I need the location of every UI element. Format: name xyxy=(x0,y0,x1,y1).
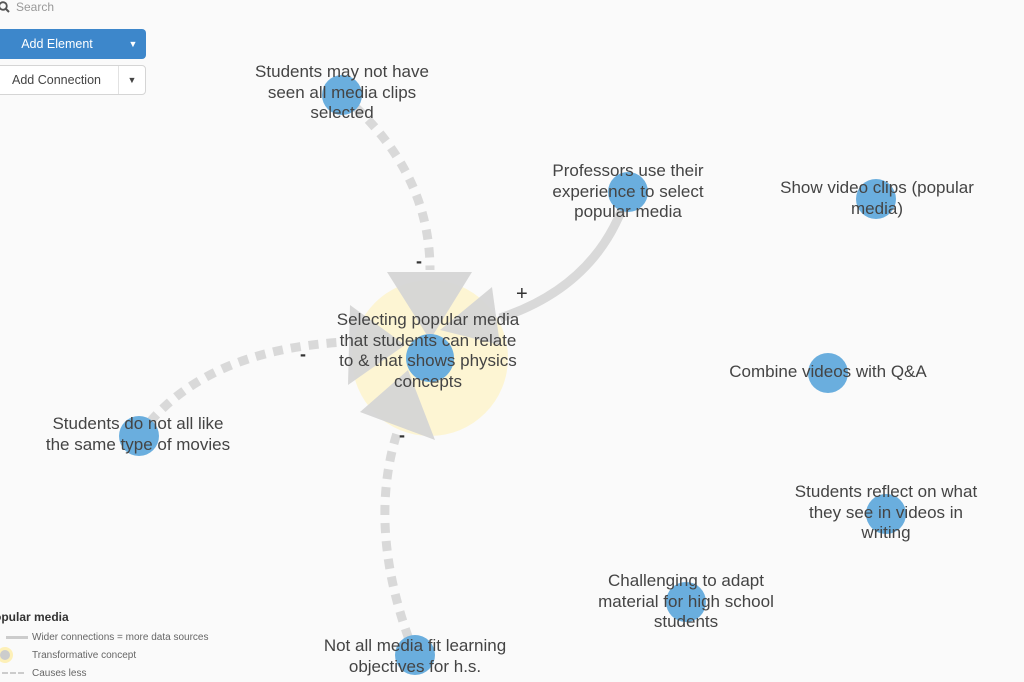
node-center[interactable] xyxy=(406,334,454,382)
legend-item: Transformative concept xyxy=(0,646,208,664)
wide-line-icon xyxy=(0,635,30,639)
node-n3[interactable] xyxy=(856,179,896,219)
transformative-icon xyxy=(0,650,30,660)
sign-n5: - xyxy=(300,344,306,364)
search-placeholder: Search xyxy=(16,0,55,14)
legend-item: Wider connections = more data sources xyxy=(0,628,208,646)
node-n4[interactable] xyxy=(808,353,848,393)
arrowhead-n1 xyxy=(387,272,472,340)
node-n8[interactable] xyxy=(395,635,435,675)
node-n7[interactable] xyxy=(666,582,706,622)
connection-n1-center[interactable] xyxy=(339,91,435,271)
arrowhead-n5 xyxy=(348,305,405,385)
dashed-line-icon xyxy=(0,672,30,674)
caret-down-icon[interactable]: ▼ xyxy=(128,39,138,49)
add-element-button[interactable]: Add Element ▼ xyxy=(0,29,146,59)
add-element-label: Add Element xyxy=(21,37,93,51)
arrowhead-n8 xyxy=(360,370,435,440)
legend-item: Causes less xyxy=(0,664,208,682)
sign-n8: - xyxy=(399,425,405,445)
sign-n2: + xyxy=(516,283,528,305)
add-connection-button[interactable]: Add Connection ▼ xyxy=(0,65,146,95)
connection-n5-center[interactable] xyxy=(135,337,346,439)
legend-text: Wider connections = more data sources xyxy=(32,631,209,643)
arrowhead-n2 xyxy=(440,287,500,345)
search-input[interactable]: Search xyxy=(0,0,54,14)
connection-n2-center[interactable] xyxy=(498,190,633,323)
connection-n8-center[interactable] xyxy=(380,428,420,657)
legend: opular media Wider connections = more da… xyxy=(0,610,208,682)
node-n1[interactable] xyxy=(322,75,362,115)
caret-down-icon[interactable]: ▼ xyxy=(118,66,145,94)
legend-title: opular media xyxy=(0,610,69,624)
legend-text: Causes less xyxy=(32,667,87,679)
node-n5[interactable] xyxy=(119,416,159,456)
node-n2[interactable] xyxy=(608,172,648,212)
add-connection-label: Add Connection xyxy=(12,73,101,87)
node-n6[interactable] xyxy=(866,494,906,534)
search-icon xyxy=(0,1,10,13)
legend-text: Transformative concept xyxy=(32,649,137,661)
sign-n1: - xyxy=(416,251,422,271)
